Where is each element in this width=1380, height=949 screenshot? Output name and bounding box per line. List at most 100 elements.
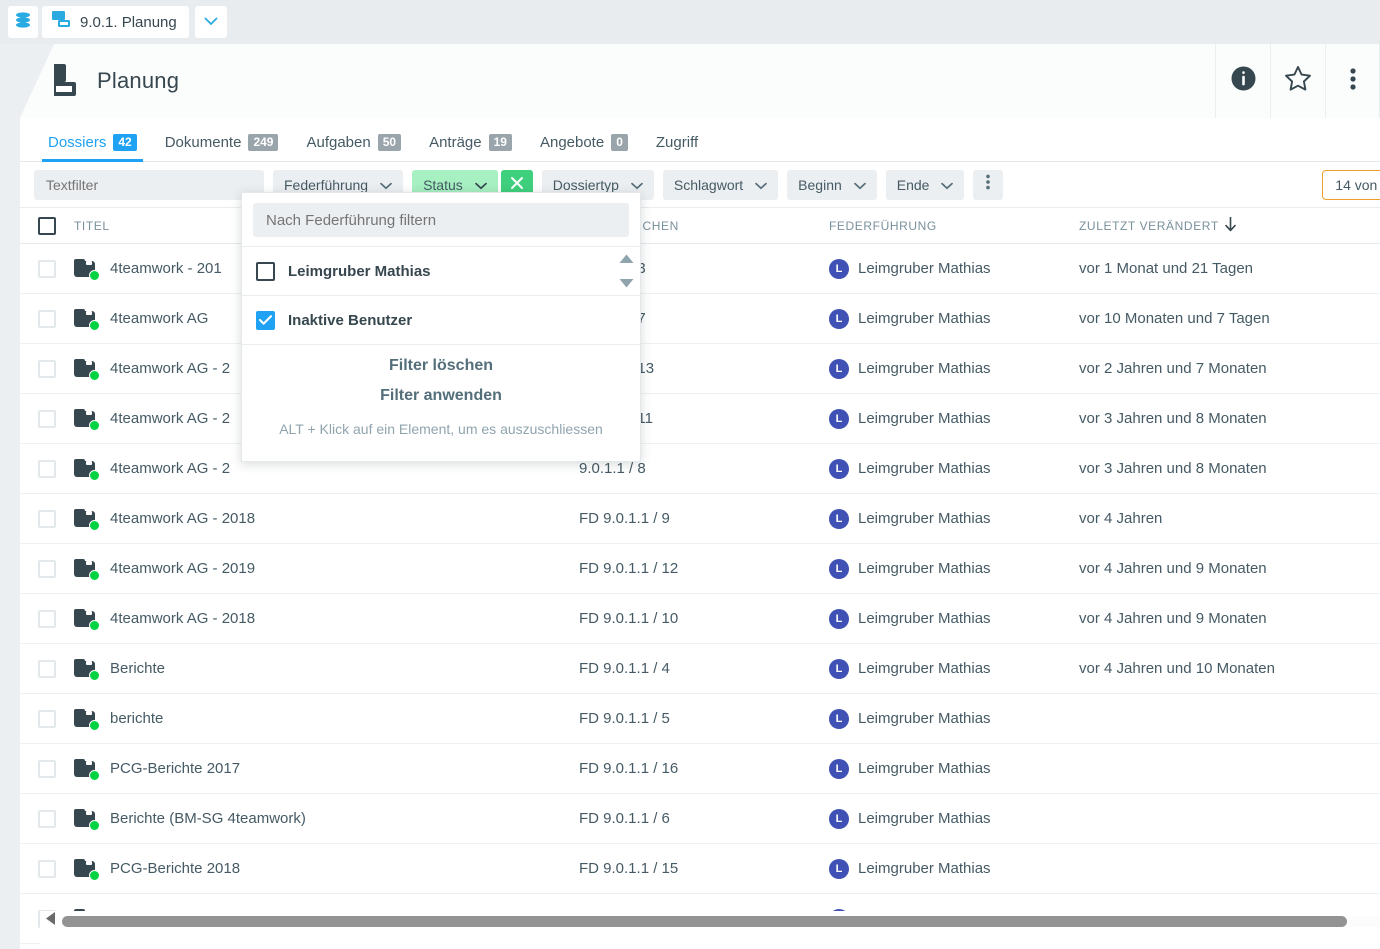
tab-dropdown-button[interactable] <box>194 6 227 38</box>
row-checkbox[interactable] <box>38 659 56 678</box>
table-row[interactable]: 4teamwork AG - 29.0.1.1 / 13LLeimgruber … <box>20 344 1380 394</box>
row-select-cell[interactable] <box>20 809 74 828</box>
more-actions-button[interactable] <box>1325 44 1380 118</box>
select-all-checkbox[interactable] <box>38 216 56 235</box>
table-row[interactable]: berichte FD 9.0.1.1 / 5 L Leimgruber Mathia… <box>20 694 1380 744</box>
triangle-up-icon[interactable] <box>619 251 634 269</box>
tab-aufgaben[interactable]: Aufgaben 50 <box>292 118 415 161</box>
column-header-zuletzt-veraendert[interactable]: ZULETZT VERÄNDERT <box>1079 215 1380 235</box>
row-title-cell[interactable]: 4teamwork AG - 2 <box>74 459 579 481</box>
row-federfuehrung-cell: L Leimgruber Mathias <box>829 808 1079 829</box>
row-select-cell[interactable] <box>20 559 74 578</box>
row-title-cell[interactable]: Berichte (BM-SG 4teamwork) <box>74 809 579 831</box>
tab-dossiers-badge: 42 <box>113 134 137 151</box>
tab-antraege[interactable]: Anträge 19 <box>415 118 526 161</box>
row-select-cell[interactable] <box>20 459 74 478</box>
column-header-federfuehrung[interactable]: FEDERFÜHRUNG <box>829 218 937 233</box>
row-checkbox[interactable] <box>38 409 56 428</box>
row-checkbox[interactable] <box>38 259 56 278</box>
row-checkbox[interactable] <box>38 309 56 328</box>
horizontal-scrollbar[interactable] <box>40 911 1380 931</box>
row-checkbox[interactable] <box>38 359 56 378</box>
row-title-cell[interactable]: 4teamwork - 201 <box>74 259 579 281</box>
row-title-cell[interactable]: berichte <box>74 709 579 731</box>
search-input[interactable] <box>34 169 264 200</box>
table-row[interactable]: 4teamwork AG - 29.0.1.1 / 11LLeimgruber … <box>20 394 1380 444</box>
row-select-cell[interactable] <box>20 659 74 678</box>
active-browser-tab[interactable]: 9.0.1. Planung <box>42 6 189 38</box>
table-row[interactable]: 4teamwork AG - 2018 FD 9.0.1.1 / 10 L Leimg… <box>20 594 1380 644</box>
column-header-titel[interactable]: TITEL <box>74 218 110 233</box>
row-checkbox[interactable] <box>38 459 56 478</box>
row-title-cell[interactable]: 4teamwork AG <box>74 309 579 331</box>
scroll-left-button[interactable] <box>40 912 62 930</box>
row-title-cell[interactable]: PCG-Berichte 2017 <box>74 759 579 781</box>
dossier-folder-icon <box>74 359 100 381</box>
database-tab-button[interactable] <box>8 6 38 38</box>
row-checkbox[interactable] <box>38 559 56 578</box>
table-row[interactable]: PCG-Berichte 2017 FD 9.0.1.1 / 16 L Leimgru… <box>20 744 1380 794</box>
select-all-cell[interactable] <box>20 216 74 235</box>
table-row[interactable]: 4teamwork AG - 2 9.0.1.1 / 8 L Leimgruber M… <box>20 444 1380 494</box>
row-title: Berichte <box>110 660 166 677</box>
filter-chip-schlagwort[interactable]: Schlagwort <box>662 169 779 200</box>
table-row[interactable]: 4teamwork AG - 2018 FD 9.0.1.1 / 9 L Leimgr… <box>20 494 1380 544</box>
dropdown-option-leimgruber-mathias[interactable]: Leimgruber Mathias <box>242 247 640 296</box>
row-federfuehrung-cell: L Leimgruber Mathias <box>829 858 1079 879</box>
dropdown-option-checkbox[interactable] <box>256 310 275 330</box>
row-select-cell[interactable] <box>20 709 74 728</box>
filter-chip-ende[interactable]: Ende <box>885 169 965 200</box>
dropdown-apply-filter-button[interactable]: Filter anwenden <box>380 387 502 404</box>
favorite-button[interactable] <box>1270 44 1325 118</box>
info-button[interactable] <box>1215 44 1270 118</box>
row-select-cell[interactable] <box>20 359 74 378</box>
row-select-cell[interactable] <box>20 259 74 278</box>
row-select-cell[interactable] <box>20 609 74 628</box>
row-title-cell[interactable]: 4teamwork AG - 2018 <box>74 609 579 631</box>
table-row[interactable]: 4teamwork AG - 2019 FD 9.0.1.1 / 12 L Leimg… <box>20 544 1380 594</box>
row-title-cell[interactable]: PCG-Berichte 2018 <box>74 859 579 881</box>
table-row[interactable]: Berichte FD 9.0.1.1 / 4 L Leimgruber Mathia… <box>20 644 1380 694</box>
result-count-badge[interactable]: 14 von 4 <box>1322 170 1380 200</box>
tab-angebote[interactable]: Angebote 0 <box>526 118 642 161</box>
row-checkbox[interactable] <box>38 509 56 528</box>
row-title-cell[interactable]: Berichte <box>74 659 579 681</box>
triangle-down-icon[interactable] <box>619 275 634 293</box>
row-checkbox[interactable] <box>38 859 56 878</box>
row-select-cell[interactable] <box>20 859 74 878</box>
filter-more-button[interactable] <box>973 169 1004 200</box>
row-checkbox[interactable] <box>38 709 56 728</box>
row-title-cell[interactable]: 4teamwork AG - 2018 <box>74 509 579 531</box>
row-select-cell[interactable] <box>20 409 74 428</box>
row-checkbox[interactable] <box>38 609 56 628</box>
filter-chip-beginn[interactable]: Beginn <box>787 169 877 200</box>
row-checkbox[interactable] <box>38 809 56 828</box>
row-title-cell[interactable]: 4teamwork AG - 2 <box>74 359 579 381</box>
row-title: PCG-Berichte 2018 <box>110 860 241 877</box>
row-select-cell[interactable] <box>20 309 74 328</box>
row-select-cell[interactable] <box>20 759 74 778</box>
scrollbar-thumb[interactable] <box>62 915 1347 927</box>
dropdown-scroll-controls[interactable] <box>617 251 635 293</box>
tab-dossiers[interactable]: Dossiers 42 <box>34 118 151 162</box>
scrollbar-track[interactable] <box>62 915 1380 927</box>
dropdown-search-input[interactable] <box>253 203 629 237</box>
tab-zugriff[interactable]: Zugriff <box>642 118 712 161</box>
row-title: 4teamwork AG - 2 <box>110 360 231 377</box>
table-row[interactable]: Berichte (BM-SG 4teamwork) FD 9.0.1.1 / 6… <box>20 794 1380 844</box>
dropdown-option-checkbox[interactable] <box>256 261 275 281</box>
kebab-icon <box>1349 67 1356 96</box>
avatar: L <box>829 808 849 829</box>
table-row[interactable]: PCG-Berichte 2018 FD 9.0.1.1 / 15 L Leimgru… <box>20 844 1380 894</box>
row-title-cell[interactable]: 4teamwork AG - 2019 <box>74 559 579 581</box>
row-select-cell[interactable] <box>20 509 74 528</box>
tab-dokumente[interactable]: Dokumente 249 <box>151 118 293 161</box>
dropdown-option-inaktive-benutzer[interactable]: Inaktive Benutzer <box>242 296 640 345</box>
tab-aufgaben-badge: 50 <box>377 134 402 151</box>
row-checkbox[interactable] <box>38 759 56 778</box>
tab-dossiers-label: Dossiers <box>48 134 107 151</box>
row-title-cell[interactable]: 4teamwork AG - 2 <box>74 409 579 431</box>
dropdown-clear-filter-button[interactable]: Filter löschen <box>388 357 494 374</box>
